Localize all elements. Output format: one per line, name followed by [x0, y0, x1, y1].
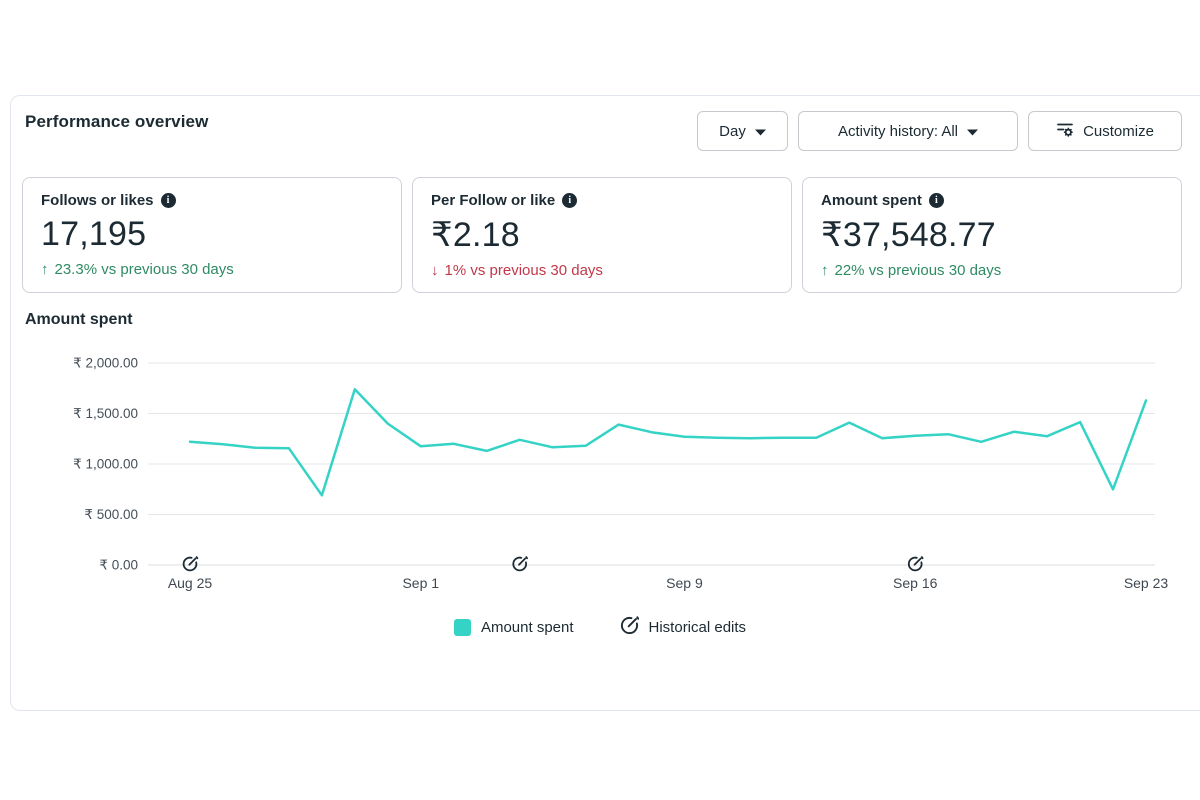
activity-history-label: Activity history: All — [837, 122, 959, 140]
activity-history-dropdown[interactable]: Activity history: All — [798, 111, 1018, 151]
historical-edit-marker[interactable] — [512, 556, 529, 572]
y-tick-label: ₹ 1,000.00 — [73, 457, 138, 472]
arrow-up-icon: ↑ — [821, 262, 829, 279]
x-tick-label: Aug 25 — [168, 575, 213, 591]
metric-delta-text: 22% vs previous 30 days — [834, 262, 1002, 279]
historical-edits-icon — [620, 616, 639, 639]
day-dropdown[interactable]: Day — [697, 111, 788, 151]
x-tick-label: Sep 16 — [893, 575, 938, 591]
info-icon[interactable]: i — [562, 193, 578, 208]
historical-edit-marker[interactable] — [907, 556, 924, 572]
y-tick-label: ₹ 2,000.00 — [73, 356, 138, 371]
metric-delta: ↑ 22% vs previous 30 days — [821, 262, 1163, 279]
arrow-up-icon: ↑ — [41, 261, 49, 278]
chart-legend: Amount spent Historical edits — [0, 616, 1200, 639]
metric-delta-text: 23.3% vs previous 30 days — [54, 261, 234, 278]
legend-label: Historical edits — [648, 619, 747, 636]
customize-label: Customize — [1083, 122, 1154, 140]
metric-label: Follows or likes — [41, 192, 154, 209]
metric-label: Per Follow or like — [431, 192, 556, 209]
metric-card-per-follow-or-like: Per Follow or like i ₹2.18 ↓ 1% vs previ… — [412, 177, 792, 293]
legend-item-historical-edits: Historical edits — [620, 616, 747, 639]
y-tick-label: ₹ 0.00 — [99, 558, 138, 573]
page-title: Performance overview — [25, 112, 209, 131]
customize-button[interactable]: Customize — [1028, 111, 1182, 151]
amount-spent-chart: ₹ 2,000.00 ₹ 1,500.00 ₹ 1,000.00 ₹ 500.00 ₹ … — [20, 345, 1180, 595]
chevron-down-icon — [967, 123, 979, 140]
metric-value: ₹2.18 — [431, 216, 520, 254]
y-tick-label: ₹ 1,500.00 — [73, 406, 138, 421]
x-tick-label: Sep 1 — [402, 575, 439, 591]
metric-value: 17,195 — [41, 215, 147, 253]
metric-value: ₹37,548.77 — [821, 216, 996, 254]
arrow-down-icon: ↓ — [431, 262, 439, 279]
amount-spent-chart-svg: ₹ 2,000.00 ₹ 1,500.00 ₹ 1,000.00 ₹ 500.00 ₹ … — [73, 356, 1169, 592]
metric-card-amount-spent: Amount spent i ₹37,548.77 ↑ 22% vs previ… — [802, 177, 1182, 293]
info-icon[interactable]: i — [928, 193, 944, 208]
amount-spent-line — [188, 388, 1148, 497]
legend-item-amount-spent: Amount spent — [453, 619, 574, 636]
customize-icon — [1056, 120, 1074, 142]
x-tick-label: Sep 9 — [666, 575, 703, 591]
chevron-down-icon — [754, 123, 766, 140]
metric-delta-text: 1% vs previous 30 days — [444, 262, 603, 279]
y-tick-label: ₹ 500.00 — [84, 507, 138, 522]
historical-edit-marker[interactable] — [182, 556, 199, 572]
metric-label: Amount spent — [821, 192, 922, 209]
day-dropdown-label: Day — [719, 122, 746, 140]
metric-card-follows-or-likes: Follows or likes i 17,195 ↑ 23.3% vs pre… — [22, 177, 402, 293]
metric-delta: ↓ 1% vs previous 30 days — [431, 262, 773, 279]
amount-spent-swatch — [453, 619, 471, 636]
legend-label: Amount spent — [480, 619, 574, 636]
x-tick-label: Sep 23 — [1124, 575, 1169, 591]
metric-delta: ↑ 23.3% vs previous 30 days — [41, 261, 383, 278]
chart-section-title: Amount spent — [25, 311, 133, 328]
info-icon[interactable]: i — [160, 193, 176, 208]
